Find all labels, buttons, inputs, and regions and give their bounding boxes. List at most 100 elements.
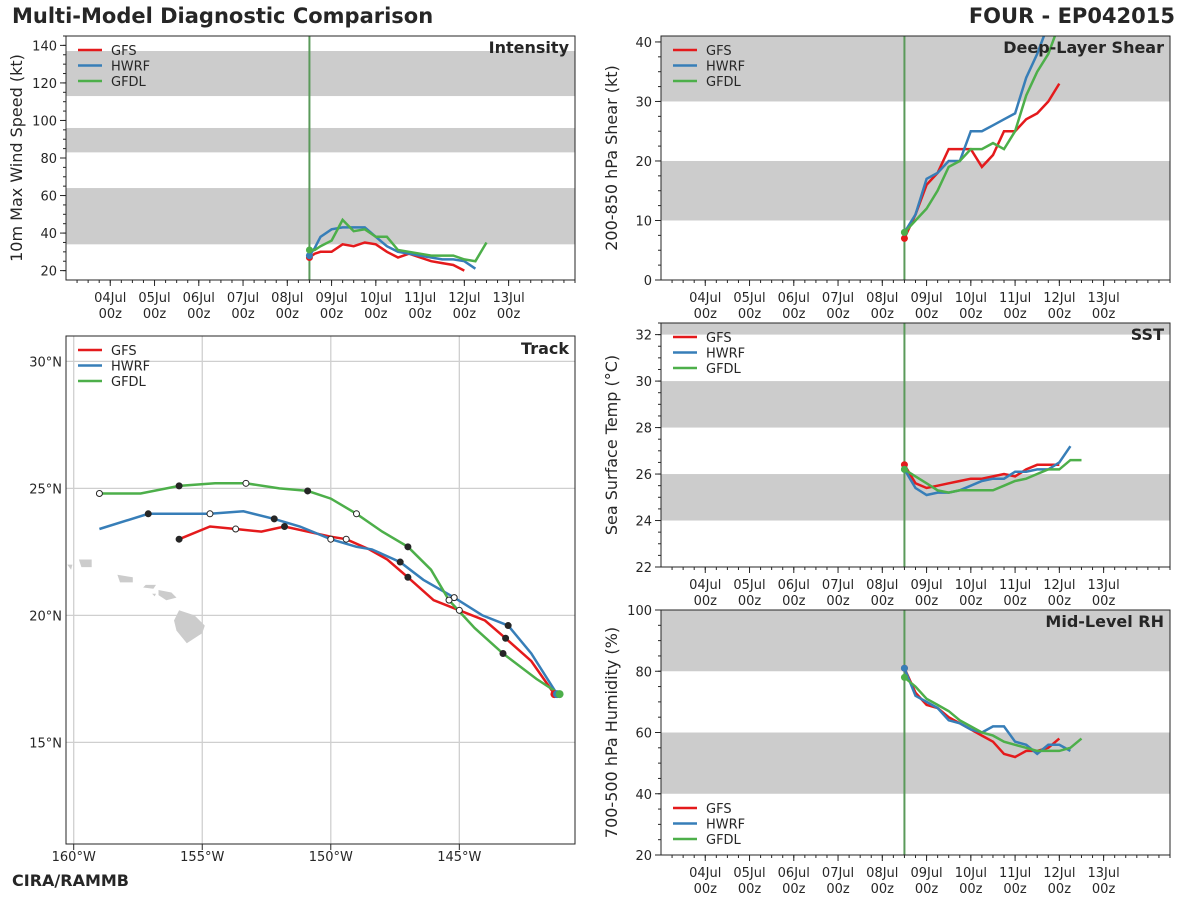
intensity-xtick-hour: 00z <box>497 307 521 322</box>
track-xtick-label: 160°W <box>52 850 96 865</box>
sst-xtick-day: 11Jul <box>999 578 1031 593</box>
intensity-init-point-hwrf <box>305 252 313 260</box>
rh-ytick-label: 100 <box>627 604 652 619</box>
intensity-ytick-label: 120 <box>32 77 57 92</box>
intensity-ytick-label: 100 <box>32 114 57 129</box>
sst-band-2 <box>661 323 1170 335</box>
intensity-init-point-gfdl <box>305 246 313 254</box>
intensity-xtick-day: 10Jul <box>360 291 392 306</box>
shear-xtick-hour: 00z <box>1092 307 1116 322</box>
rh-ytick-label: 60 <box>635 727 652 742</box>
rh-xtick-hour: 00z <box>1003 882 1027 897</box>
intensity-xtick-hour: 00z <box>231 307 255 322</box>
shear-xtick-hour: 00z <box>782 307 806 322</box>
shear-xtick-day: 07Jul <box>822 291 854 306</box>
track-point-gfdl <box>175 482 183 490</box>
shear-xtick-day: 13Jul <box>1087 291 1119 306</box>
rh-title: Mid-Level RH <box>1045 612 1164 631</box>
rh-init-point-gfdl <box>900 673 908 681</box>
rh-xtick-day: 07Jul <box>822 866 854 881</box>
track-point-gfs <box>232 525 240 533</box>
sst-ylabel: Sea Surface Temp (°C) <box>602 355 621 535</box>
shear-ytick-label: 40 <box>635 36 652 51</box>
intensity-xtick-hour: 00z <box>320 307 344 322</box>
sst-xtick-hour: 00z <box>738 594 762 609</box>
rh-xtick-day: 11Jul <box>999 866 1031 881</box>
rh-ytick-label: 40 <box>635 788 652 803</box>
sst-xtick-hour: 00z <box>959 594 983 609</box>
sst-xtick-day: 05Jul <box>733 578 765 593</box>
shear-xtick-hour: 00z <box>1003 307 1027 322</box>
intensity-band-2 <box>66 51 575 97</box>
sst-xtick-day: 04Jul <box>689 578 721 593</box>
rh-xtick-day: 09Jul <box>910 866 942 881</box>
shear-xtick-hour: 00z <box>826 307 850 322</box>
shear-xtick-hour: 00z <box>871 307 895 322</box>
shear-xtick-day: 05Jul <box>733 291 765 306</box>
track-point-hwrf <box>206 510 214 518</box>
intensity-xtick-day: 08Jul <box>271 291 303 306</box>
shear-legend-label-gfdl: GFDL <box>706 75 742 90</box>
track-point-hwrf <box>144 510 152 518</box>
rh-xtick-hour: 00z <box>694 882 718 897</box>
rh-xtick-day: 12Jul <box>1043 866 1075 881</box>
track-point-gfs <box>342 535 350 543</box>
rh-init-point-hwrf <box>900 664 908 672</box>
rh-band-0 <box>661 732 1170 794</box>
shear-legend-label-gfs: GFS <box>706 44 732 59</box>
shear-xtick-day: 11Jul <box>999 291 1031 306</box>
shear-title: Deep-Layer Shear <box>1003 38 1164 57</box>
intensity-xtick-hour: 00z <box>453 307 477 322</box>
credit-label: CIRA/RAMMB <box>12 871 129 890</box>
sst-xtick-hour: 00z <box>915 594 939 609</box>
hawaii-island-4 <box>117 574 133 583</box>
rh-xtick-day: 05Jul <box>733 866 765 881</box>
sst-xtick-day: 08Jul <box>866 578 898 593</box>
hawaii-island-5 <box>78 559 92 568</box>
intensity-xtick-hour: 00z <box>143 307 167 322</box>
rh-line-hwrf <box>903 667 1072 756</box>
sst-xtick-hour: 00z <box>871 594 895 609</box>
sst-ytick-label: 28 <box>635 422 652 437</box>
chart-track: 160°W 155°W 150°W 145°W 15°N 20°N 25°N 30°N Trac… <box>29 335 576 865</box>
rh-ylabel: 700-500 hPa Humidity (%) <box>602 627 621 838</box>
track-line-gfs <box>178 525 556 695</box>
track-point-gfdl <box>95 489 103 497</box>
track-point-gfdl <box>499 650 507 657</box>
rh-band-1 <box>661 610 1170 672</box>
rh-xtick-hour: 00z <box>1092 882 1116 897</box>
rh-ytick-label: 80 <box>635 665 652 680</box>
track-legend-label-gfs: GFS <box>111 344 137 359</box>
shear-xtick-hour: 00z <box>738 307 762 322</box>
sst-legend-label-hwrf: HWRF <box>706 347 745 362</box>
rh-xtick-hour: 00z <box>782 882 806 897</box>
sst-xtick-hour: 00z <box>782 594 806 609</box>
track-point-gfdl <box>352 510 360 518</box>
chart-intensity: 2040608010012014004Jul00z05Jul00z06Jul00… <box>7 35 576 322</box>
hawaii-island-6 <box>67 564 73 570</box>
sst-legend-label-gfs: GFS <box>706 331 732 346</box>
track-xtick-label: 145°W <box>437 850 481 865</box>
intensity-frame <box>65 35 576 281</box>
hawaii-island-1 <box>158 590 177 601</box>
track-ytick-label: 30°N <box>29 355 62 370</box>
shear-xtick-day: 08Jul <box>866 291 898 306</box>
intensity-legend-label-gfdl: GFDL <box>111 75 147 90</box>
sst-xtick-day: 07Jul <box>822 578 854 593</box>
intensity-band-0 <box>66 188 575 245</box>
sst-ytick-label: 26 <box>635 468 652 483</box>
track-point-gfdl <box>445 596 453 604</box>
intensity-xtick-hour: 00z <box>408 307 432 322</box>
rh-legend-label-hwrf: HWRF <box>706 818 745 833</box>
shear-xtick-day: 06Jul <box>778 291 810 306</box>
track-xtick-label: 155°W <box>180 850 224 865</box>
intensity-line-hwrf <box>308 226 477 270</box>
intensity-xtick-day: 13Jul <box>492 291 524 306</box>
rh-xtick-day: 13Jul <box>1087 866 1119 881</box>
sst-title: SST <box>1131 325 1164 344</box>
rh-legend-label-gfdl: GFDL <box>706 833 742 848</box>
sst-ytick-label: 30 <box>635 375 652 390</box>
shear-legend-label-hwrf: HWRF <box>706 60 745 75</box>
rh-legend-label-gfs: GFS <box>706 802 732 817</box>
shear-init-point-gfs <box>900 234 908 242</box>
